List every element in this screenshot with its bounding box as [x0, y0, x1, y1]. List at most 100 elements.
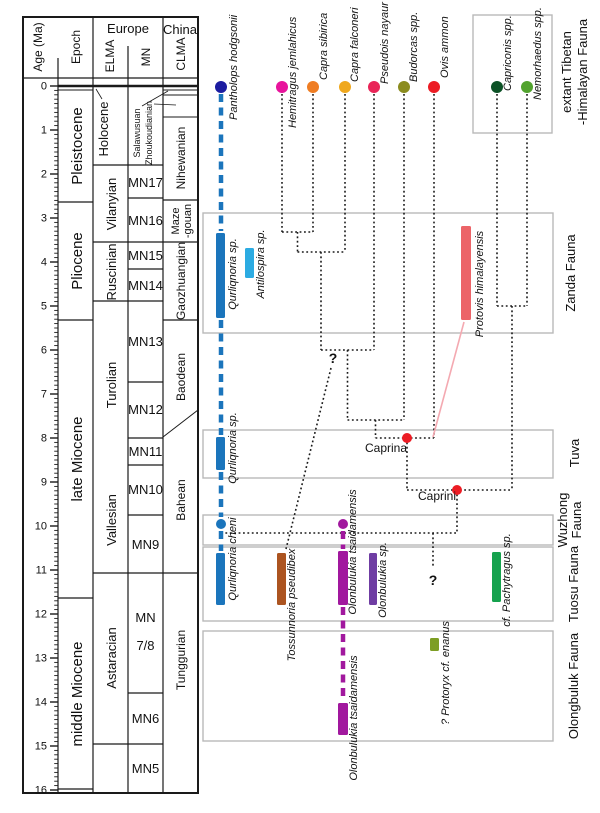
elma-astaracian: Astaracian — [104, 627, 119, 688]
elma-ruscinian: Ruscinian — [104, 243, 119, 300]
mn-zone-14: MN14 — [128, 278, 163, 293]
tossunnoria-uncertain-diagonal — [285, 367, 332, 550]
protoryx-label: ? Protoryx cf. enanus — [440, 621, 452, 725]
age-tick-label: 16 — [35, 785, 47, 797]
protovis-caprina-connector — [432, 321, 465, 438]
age-tick-label: 5 — [41, 301, 47, 313]
caprina-node-dot — [402, 433, 412, 443]
age-tick-label: 4 — [41, 257, 47, 269]
qurliqnoria-cheni-bar — [216, 553, 225, 605]
lineage-lines — [216, 94, 348, 701]
clma-gaozhuangian: Gaozhuangian — [174, 242, 188, 320]
protoryx-bar — [430, 638, 439, 651]
age-tick-label: 13 — [35, 653, 47, 665]
qurliqnoria-sp-tuva-label: Qurliqnoria sp. — [227, 412, 239, 484]
clma-mazegouan-line2: -gouan — [182, 204, 194, 238]
capra-sibirica-label: Capra sibirica — [318, 13, 330, 80]
mn-zone-78-line2: 7/8 — [136, 638, 154, 653]
budorcas-label: Budorcas spp. — [408, 12, 420, 82]
europe-header: Europe — [107, 21, 149, 36]
epoch-pleistocene: Pleistocene — [69, 107, 86, 185]
mn-zone-11: MN11 — [129, 444, 163, 459]
mn-zone-5: MN5 — [132, 761, 159, 776]
budorcas-dot — [398, 81, 410, 93]
holocene-leader-line — [95, 88, 103, 100]
table-frame — [22, 16, 199, 794]
caprini-node-dot — [452, 485, 462, 495]
range-bars — [216, 226, 501, 735]
taxon-labels: Pantholops hodgsonii Hemitragus jemlahic… — [227, 1, 544, 781]
mn-zone-9: MN9 — [132, 537, 159, 552]
mn-zone-6: MN6 — [132, 711, 159, 726]
mn-zone-10: MN10 — [128, 482, 163, 497]
ovis-label: Ovis ammon — [439, 16, 451, 78]
mn-zone-12: MN12 — [128, 402, 163, 417]
olonbulukia-occurrence-dot — [338, 519, 348, 529]
epoch-late-miocene: late Miocene — [69, 416, 86, 501]
age-tick-label: 15 — [35, 741, 47, 753]
olonbulukia-sp-bar — [369, 553, 377, 605]
tuva-fauna-label: Tuva — [567, 438, 582, 467]
capriconis-dot — [491, 81, 503, 93]
qurliqnoria-sp-zanda-label: Qurliqnoria sp. — [227, 238, 239, 310]
caprina-label: Caprina — [365, 441, 407, 455]
olonbulukia-sp-label: Olonbulukia sp. — [377, 542, 389, 618]
age-tick-label: 12 — [35, 609, 47, 621]
age-tick-label: 0 — [41, 81, 47, 93]
qurliqnoria-cheni-label: Qurliqnoria cheni — [227, 517, 239, 601]
extant-fauna-label-line1: extant Tibetan — [559, 31, 574, 113]
qurliqnoria-occurrence-dot — [216, 519, 226, 529]
olongbuluk-fauna-box — [202, 630, 554, 742]
capra-falconeri-label: Capra falconeri — [349, 7, 361, 82]
phylogeny-lines — [221, 94, 528, 566]
extant-fauna-box — [472, 14, 553, 134]
mn-header: MN — [139, 48, 153, 67]
caprini-label: Caprini — [418, 489, 456, 503]
olonbulukia-tsaidamensis-olongbuluk-bar — [338, 703, 348, 735]
zanda-fauna-label: Zanda Fauna — [563, 234, 578, 312]
age-tick-label: 11 — [36, 565, 47, 577]
clma-bahean: Bahean — [174, 479, 188, 520]
mn-zone-15: MN15 — [128, 248, 163, 263]
pantholops-label: Pantholops hodgsonii — [228, 14, 240, 120]
mn-zone-78-line1: MN — [135, 610, 155, 625]
age-tick-label: 6 — [41, 345, 47, 357]
olonbulukia-tsaidamensis-tuosu-bar — [338, 551, 348, 605]
capra-falconeri-dot — [339, 81, 351, 93]
elma-turolian: Turolian — [104, 362, 119, 408]
mn-zone-16: MN16 — [128, 213, 163, 228]
tuva-fauna-box — [202, 429, 554, 479]
epoch-header: Epoch — [69, 30, 83, 64]
age-tick-label: 1 — [41, 125, 47, 137]
hemitragus-label: Hemitragus jemlahicus — [287, 16, 299, 128]
clma-mazegouan-line1: Maze — [170, 208, 182, 235]
epoch-middle-miocene: middle Miocene — [69, 641, 86, 746]
protovis-bar — [461, 226, 471, 320]
baodean-bahean-diagonal — [162, 409, 199, 438]
pachytragus-label: cf. Pachytragus sp. — [501, 533, 513, 627]
extant-fauna-label-line2: -Himalayan Fauna — [575, 18, 590, 125]
zanda-fauna-box — [202, 212, 554, 334]
age-tick-label: 14 — [35, 697, 47, 709]
age-tick-label: 7 — [41, 389, 47, 401]
china-header: China — [163, 22, 198, 37]
wuzhong-fauna-label-line1: Wuzhong — [555, 493, 570, 548]
tossunnoria-label: Tossunnoria pseudibex — [286, 548, 298, 661]
ovis-dot — [428, 81, 440, 93]
pseudois-label: Pseudois nayaur — [379, 1, 391, 84]
clma-nihewanian: Nihewanian — [174, 127, 188, 190]
wuzhong-fauna-label-line2: Fauna — [569, 501, 584, 539]
clma-tunggurian: Tunggurian — [174, 630, 188, 690]
salawusuan-leader-line — [141, 90, 169, 107]
uncertainty-mark-1: ? — [329, 350, 338, 366]
zhoukoudianian-leader-line — [153, 103, 177, 106]
tuosu-fauna-label: Tuosu Fauna — [566, 545, 581, 622]
clma-header: CLMA — [174, 37, 188, 70]
elma-vilanyian: Vilanyian — [104, 178, 119, 231]
uncertainty-mark-2: ? — [429, 572, 438, 588]
epoch-holocene: Holocene — [96, 102, 111, 157]
fauna-boxes: extant Tibetan -Himalayan Fauna Zanda Fa… — [202, 14, 590, 742]
elma-vallesian: Vallesian — [104, 494, 119, 546]
